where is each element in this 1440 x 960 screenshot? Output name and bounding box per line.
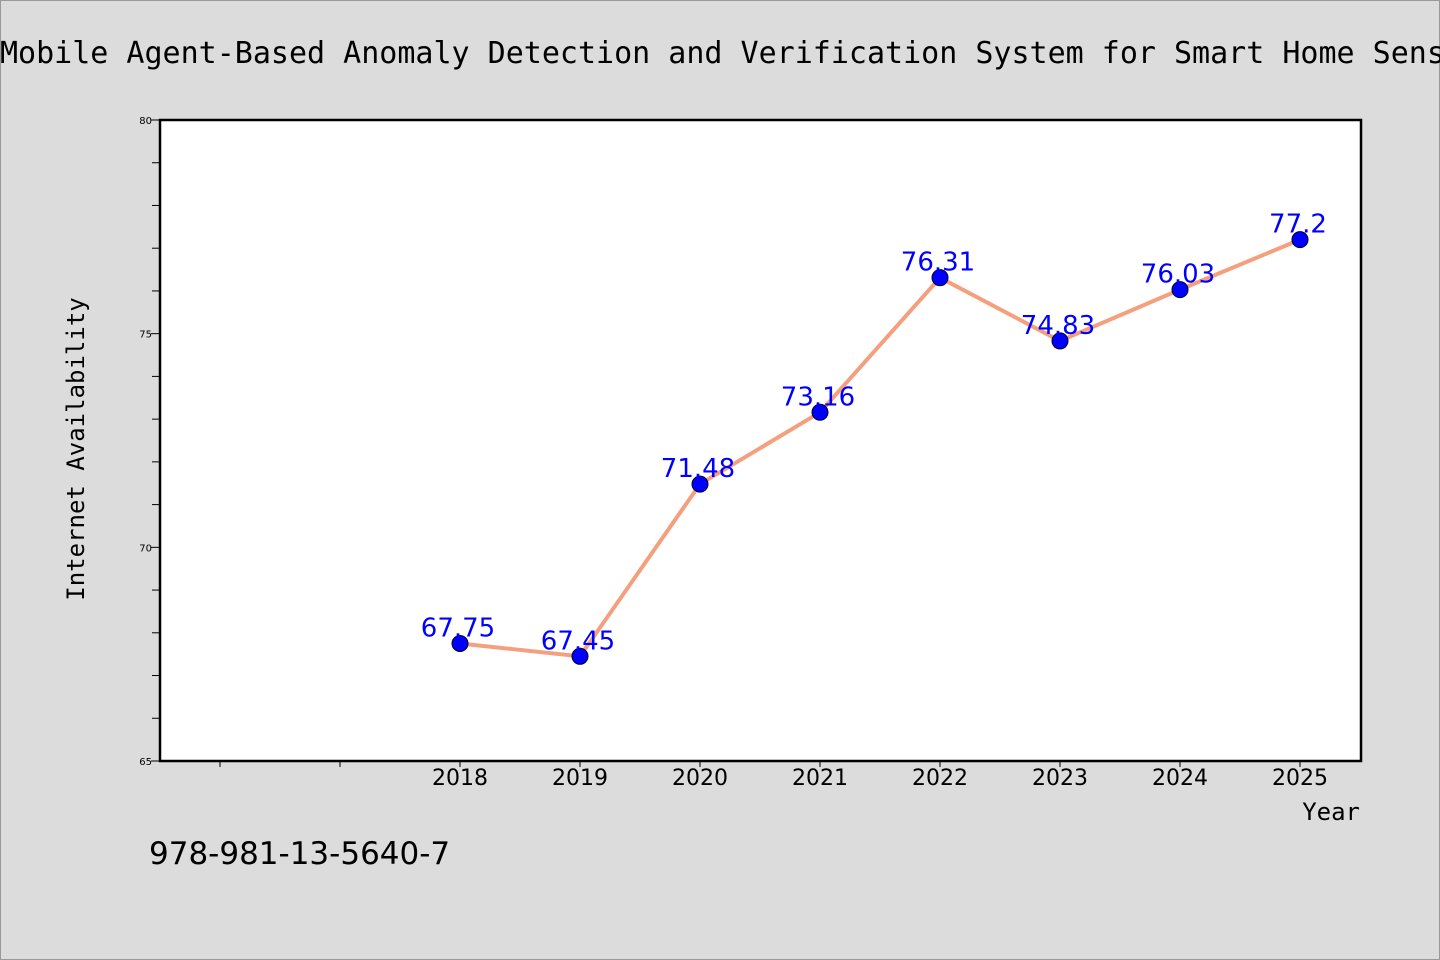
x-tick-label: 2022 (912, 766, 968, 791)
axis-ticks: 65 70 75 80 2018 2019 2020 2021 2022 2023 2024 2025 (139, 116, 1328, 791)
x-tick-label: 2019 (552, 766, 608, 791)
data-point (931, 269, 949, 287)
line-segment (818, 275, 942, 415)
data-label: 67.75 (421, 613, 495, 643)
line-segment (938, 275, 1062, 343)
data-label: 77.2 (1269, 210, 1327, 240)
data-labels: 67.75 67.45 71.48 73.16 76.31 74.83 76.03 77.2 (421, 210, 1327, 657)
chart-title: Mobile Agent-Based Anomaly Detection and… (0, 36, 1440, 71)
x-tick-label: 2023 (1032, 766, 1088, 791)
data-point (1171, 281, 1189, 299)
data-label: 74.83 (1021, 311, 1095, 341)
footnote-isbn: 978-981-13-5640-7 (149, 836, 450, 872)
data-markers (451, 231, 1309, 665)
y-tick-label: 65 (139, 757, 152, 768)
x-tick-label: 2021 (792, 766, 848, 791)
line-segment (578, 482, 702, 659)
x-tick-label: 2024 (1152, 766, 1208, 791)
data-label: 76.31 (901, 248, 975, 278)
line-segment (698, 410, 822, 487)
data-point (811, 403, 829, 421)
y-tick-label: 75 (139, 330, 152, 341)
line-segment (1058, 287, 1182, 343)
data-point (1051, 332, 1069, 350)
line-segment (458, 641, 582, 659)
line-segment (1178, 237, 1302, 292)
data-point (1291, 231, 1309, 249)
x-axis-label: Year (1302, 798, 1360, 826)
data-point (571, 647, 589, 665)
y-tick-label: 70 (139, 543, 152, 554)
data-label: 76.03 (1141, 260, 1215, 290)
data-label: 67.45 (541, 626, 615, 656)
plot-area (160, 120, 1361, 761)
data-label: 73.16 (781, 382, 855, 412)
data-point (451, 634, 469, 652)
series-line (458, 237, 1302, 659)
y-tick-label: 80 (139, 116, 152, 127)
x-tick-label: 2020 (672, 766, 728, 791)
y-axis-label: Internet Availability (62, 297, 90, 600)
x-tick-label: 2018 (432, 766, 488, 791)
data-label: 71.48 (661, 454, 735, 484)
plot-border (158, 118, 1363, 763)
x-tick-label: 2025 (1272, 766, 1328, 791)
data-point (691, 475, 709, 493)
